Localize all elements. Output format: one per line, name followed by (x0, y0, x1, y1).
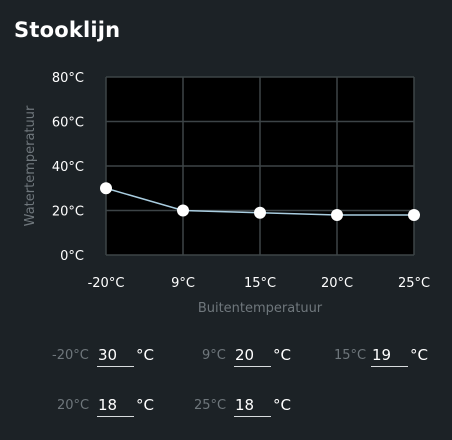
field-unit: °C (273, 396, 291, 414)
water-temp-input-20[interactable] (97, 394, 134, 417)
x-tick-label: -20°C (88, 276, 125, 291)
x-axis-label: Buitentemperatuur (198, 301, 323, 316)
y-tick-label: 0°C (60, 249, 84, 264)
y-tick-label: 40°C (52, 160, 84, 175)
field-label: -20°C (52, 348, 89, 363)
field-label: 15°C (334, 348, 367, 363)
water-temp-input-15[interactable] (371, 344, 408, 367)
water-temp-input-25[interactable] (234, 394, 271, 417)
y-tick-label: 20°C (52, 205, 84, 220)
x-tick-label: 9°C (171, 276, 195, 291)
y-tick-labels: 0°C 20°C 40°C 60°C 80°C (52, 71, 84, 264)
field-label: 20°C (57, 398, 90, 413)
page-title: Stooklijn (14, 18, 121, 42)
data-points (100, 182, 420, 221)
field-unit: °C (410, 346, 428, 364)
water-temp-input-9[interactable] (234, 344, 271, 367)
data-point (177, 204, 189, 217)
water-temp-input-minus20[interactable] (97, 344, 134, 367)
data-point (100, 182, 112, 195)
x-tick-labels: -20°C 9°C 15°C 20°C 25°C (88, 276, 430, 291)
heating-curve-chart: 0°C 20°C 40°C 60°C 80°C -20°C 9°C 15°C 20°C 25°C… (23, 71, 430, 316)
data-point (408, 208, 420, 221)
data-point (331, 208, 343, 221)
y-axis-label: Watertemperatuur (23, 105, 38, 226)
field-label: 25°C (194, 398, 227, 413)
chart-grid (105, 76, 415, 256)
data-point (254, 206, 266, 219)
field-unit: °C (273, 346, 291, 364)
y-tick-label: 80°C (52, 71, 84, 86)
field-unit: °C (136, 396, 154, 414)
field-label: 9°C (202, 348, 226, 363)
x-tick-label: 15°C (244, 276, 276, 291)
x-tick-label: 25°C (398, 276, 430, 291)
y-tick-label: 60°C (52, 116, 84, 131)
field-unit: °C (136, 346, 154, 364)
x-tick-label: 20°C (321, 276, 353, 291)
